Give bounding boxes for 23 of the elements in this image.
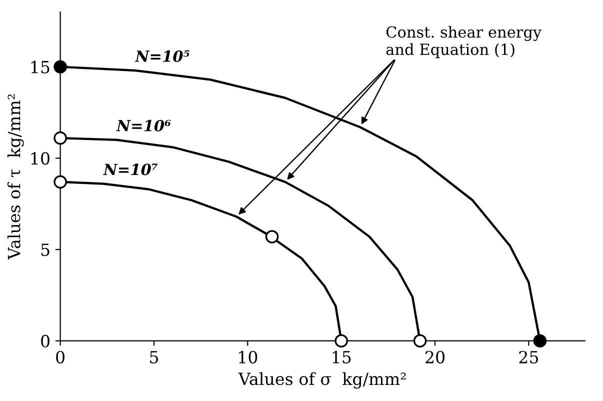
x-axis-title: Values of σ kg/mm²: [238, 372, 406, 389]
point: [54, 60, 67, 74]
y-tick-label: 5: [41, 244, 50, 256]
series-label: N=10⁶: [116, 120, 171, 132]
point: [413, 334, 427, 348]
y-tick-label: 15: [31, 60, 50, 74]
point: [334, 334, 348, 348]
point: [265, 230, 279, 244]
x-tick-label: 5: [150, 351, 158, 364]
x-tick-label: 25: [519, 350, 538, 364]
point: [54, 175, 67, 189]
series-label: N=10⁷: [102, 164, 158, 176]
series-label: N=10⁵: [134, 50, 190, 62]
x-tick-label: 15: [332, 350, 351, 364]
annotation: Const. shear energy and Equation (1): [386, 26, 542, 58]
point: [54, 131, 67, 145]
x-tick-label: 20: [426, 350, 445, 364]
y-tick-label: 0: [41, 334, 50, 348]
y-axis-title: Values of τ kg/mm²: [7, 94, 24, 260]
y-tick-label: 10: [31, 152, 50, 165]
x-tick-label: 10: [239, 350, 258, 364]
point: [533, 334, 547, 348]
x-tick-label: 0: [56, 350, 64, 364]
